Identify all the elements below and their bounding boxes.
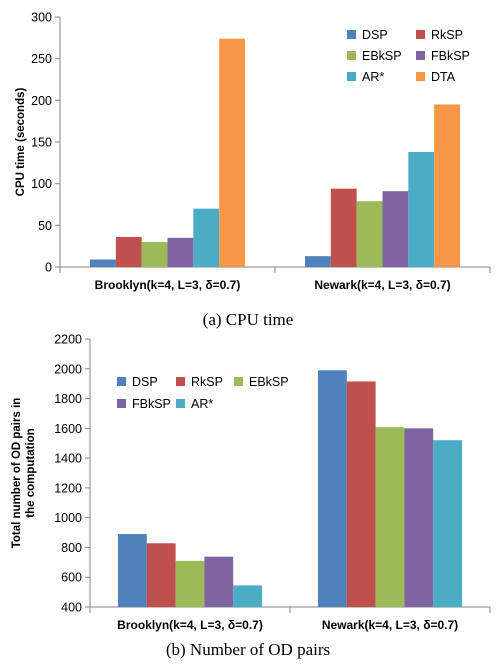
y-tick-label: 300 xyxy=(31,11,52,25)
legend-label: DSP xyxy=(132,375,158,389)
bar-dsp-newark xyxy=(305,256,331,267)
legend-label: EBkSP xyxy=(249,375,289,389)
x-category-label: Newark(k=4, L=3, δ=0.7) xyxy=(314,278,450,292)
legend-label: AR* xyxy=(362,70,384,84)
bar-rksp-newark xyxy=(330,188,357,267)
y-tick-label: 100 xyxy=(31,177,52,191)
chart-b-caption: (b) Number of OD pairs xyxy=(165,640,331,659)
bar-dsp-brooklyn xyxy=(90,259,116,267)
legend-label: EBkSP xyxy=(362,49,402,63)
bar-ar-brooklyn xyxy=(233,585,262,607)
legend-swatch xyxy=(117,377,126,386)
y-tick-label: 2200 xyxy=(54,333,82,347)
legend-label: DTA xyxy=(431,70,456,84)
legend-swatch xyxy=(347,72,356,81)
bar-fbksp-brooklyn xyxy=(204,556,234,607)
x-category-label: Brooklyn(k=4, L=3, δ=0.7) xyxy=(95,278,241,292)
bar-dta-brooklyn xyxy=(219,38,245,267)
legend-swatch xyxy=(416,30,425,39)
legend-label: RkSP xyxy=(191,375,223,389)
legend-swatch xyxy=(347,30,356,39)
bar-fbksp-brooklyn xyxy=(167,237,194,267)
legend-swatch xyxy=(416,51,425,60)
y-tick-label: 1200 xyxy=(54,481,82,495)
cpu-time-chart: 0 50 100 150 200 250 300 Brooklyn(k=4, L=3, δ=0… xyxy=(15,11,491,292)
y-tick-label: 250 xyxy=(31,52,52,66)
bar-dsp-brooklyn xyxy=(118,534,147,607)
y-tick-label: 50 xyxy=(38,219,52,233)
bar-dsp-newark xyxy=(318,370,347,607)
bar-rksp-brooklyn xyxy=(115,237,142,267)
bar-ar-brooklyn xyxy=(193,208,220,267)
bar-rksp-brooklyn xyxy=(146,543,176,607)
bar-ebksp-newark xyxy=(356,201,383,267)
y-axis-title: the computation xyxy=(25,428,37,517)
legend-label: AR* xyxy=(191,397,213,411)
y-tick-label: 800 xyxy=(61,541,82,555)
bar-ar-newark xyxy=(408,152,435,267)
chart-a-caption: (a) CPU time xyxy=(202,310,294,329)
y-tick-label: 0 xyxy=(45,261,52,275)
legend-swatch xyxy=(416,72,425,81)
legend-label: DSP xyxy=(362,28,388,42)
y-tick-label: 600 xyxy=(61,571,82,585)
legend-swatch xyxy=(347,51,356,60)
y-tick-label: 400 xyxy=(61,601,82,615)
bar-fbksp-newark xyxy=(404,428,434,607)
legend-swatch xyxy=(176,399,185,408)
legend-swatch xyxy=(176,377,185,386)
bar-rksp-newark xyxy=(346,381,376,607)
y-axis-title: Total number of OD pairs in xyxy=(11,398,23,549)
y-axis-title: CPU time (seconds) xyxy=(15,88,27,197)
y-tick-label: 1000 xyxy=(54,511,82,525)
y-tick-label: 1400 xyxy=(54,452,82,466)
y-tick-label: 150 xyxy=(31,136,52,150)
y-tick-label: 2000 xyxy=(54,362,82,376)
bar-dta-newark xyxy=(434,104,460,267)
y-tick-label: 1600 xyxy=(54,422,82,436)
bar-ebksp-newark xyxy=(375,427,405,607)
bar-ebksp-brooklyn xyxy=(141,242,168,267)
bar-ar-newark xyxy=(433,440,462,607)
y-tick-label: 200 xyxy=(31,94,52,108)
legend-label: FBkSP xyxy=(431,49,470,63)
bar-fbksp-newark xyxy=(382,191,409,267)
legend-label: FBkSP xyxy=(132,397,171,411)
legend-swatch xyxy=(234,377,243,386)
od-pairs-chart: 400 600 800 1000 1200 1400 1600 1800 2000 2200 Bro… xyxy=(11,333,491,632)
legend-swatch xyxy=(117,399,126,408)
x-category-label: Brooklyn(k=4, L=3, δ=0.7) xyxy=(117,618,263,632)
y-tick-label: 1800 xyxy=(54,392,82,406)
bar-ebksp-brooklyn xyxy=(175,560,205,607)
legend-label: RkSP xyxy=(431,28,463,42)
x-category-label: Newark(k=4, L=3, δ=0.7) xyxy=(322,618,458,632)
